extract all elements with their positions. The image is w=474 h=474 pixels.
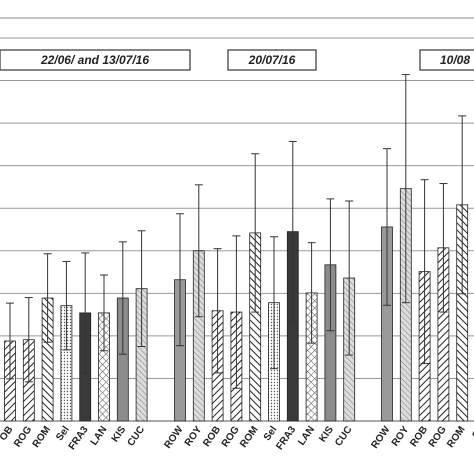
- error-bar: [62, 260, 71, 351]
- error-bar: [194, 184, 203, 318]
- x-tick-label: ROM: [445, 424, 467, 449]
- error-bar: [43, 253, 52, 343]
- x-tick-label: ROW: [162, 424, 185, 451]
- x-tick-label: ROW: [369, 424, 392, 451]
- error-bar: [401, 74, 410, 304]
- error-bar: [458, 115, 467, 295]
- x-tick-label: ROG: [220, 424, 242, 449]
- error-bar: [383, 148, 391, 306]
- x-tick-label: LAN: [89, 424, 110, 447]
- group-label: 10/08: [440, 53, 470, 67]
- x-tick-label: ROM: [31, 424, 53, 449]
- x-tick-label: FRA3: [274, 424, 298, 452]
- x-tick-label: ROY: [183, 424, 205, 448]
- error-bar: [118, 241, 127, 355]
- x-tick-label: Sel: [54, 424, 72, 443]
- x-tick-label: LAN: [296, 424, 317, 447]
- error-bar: [251, 153, 260, 313]
- error-bar: [288, 140, 297, 323]
- error-bar: [137, 230, 146, 348]
- x-tick-label: ROG: [12, 424, 34, 449]
- error-bar: [307, 242, 316, 344]
- x-tick-label: ROB: [201, 424, 223, 449]
- x-tick-label: Se: [470, 424, 474, 441]
- group-box: [419, 49, 474, 71]
- error-bar: [345, 200, 354, 356]
- x-tick-label: Sel: [262, 424, 280, 443]
- error-bar: [326, 198, 335, 332]
- error-bar: [6, 302, 14, 380]
- error-bar: [100, 274, 108, 352]
- group-box: [227, 49, 317, 71]
- x-tick-label: ROB: [408, 424, 430, 449]
- grid: [0, 37, 474, 422]
- x-tick-label: CUC: [333, 424, 354, 448]
- error-bar: [439, 183, 448, 313]
- error-bar: [213, 248, 222, 374]
- x-tick-label: CUC: [126, 424, 147, 448]
- error-bar: [176, 213, 184, 347]
- error-bar: [420, 179, 429, 365]
- error-bar: [232, 235, 241, 389]
- x-tick-label: ROG: [427, 424, 449, 449]
- x-tick-label: ROM: [238, 424, 260, 449]
- x-tick-label: FRA3: [67, 424, 91, 452]
- group-label: 20/07/16: [248, 53, 296, 67]
- error-bar: [270, 236, 278, 370]
- group-box: [0, 49, 191, 71]
- error-bar: [24, 297, 33, 383]
- x-tick-label: ROY: [390, 424, 412, 448]
- group-label: 22/06/ and 13/07/16: [40, 53, 149, 67]
- error-bar: [81, 252, 90, 374]
